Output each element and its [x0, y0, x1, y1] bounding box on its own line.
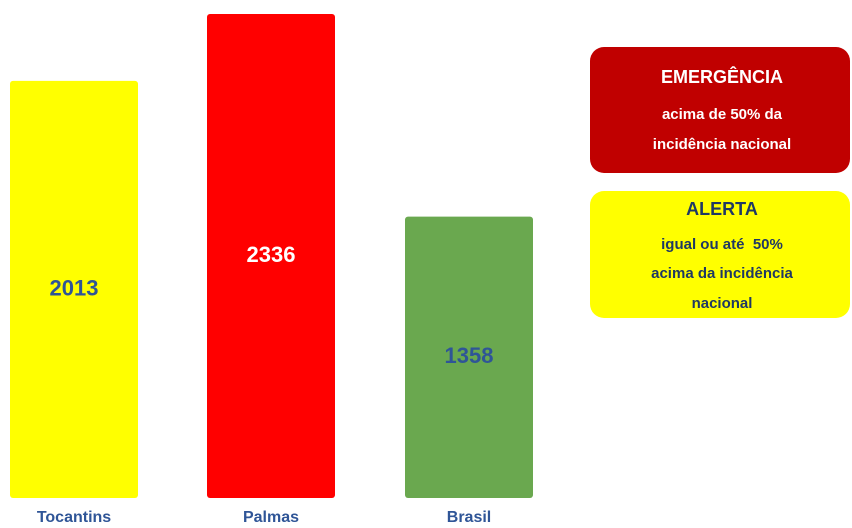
bar [10, 80, 138, 498]
value-label: 2336 [247, 242, 296, 267]
value-label: 2013 [50, 275, 99, 300]
legend-title: ALERTA [686, 199, 758, 219]
legend-text: igual ou até 50% [661, 236, 783, 253]
legend-box [590, 47, 850, 173]
legend-text: incidência nacional [653, 136, 791, 153]
legend-text: acima da incidência [651, 265, 793, 282]
bar [207, 14, 335, 498]
bar [405, 216, 533, 499]
x-tick-label: Brasil [447, 509, 491, 526]
legend-text: acima de 50% da [662, 106, 783, 123]
legend-box [590, 191, 850, 318]
x-tick-label: Palmas [243, 509, 299, 526]
x-tick-label: Tocantins [37, 509, 111, 526]
legend-text: nacional [692, 295, 753, 312]
value-label: 1358 [445, 343, 494, 368]
legend-title: EMERGÊNCIA [661, 66, 783, 87]
